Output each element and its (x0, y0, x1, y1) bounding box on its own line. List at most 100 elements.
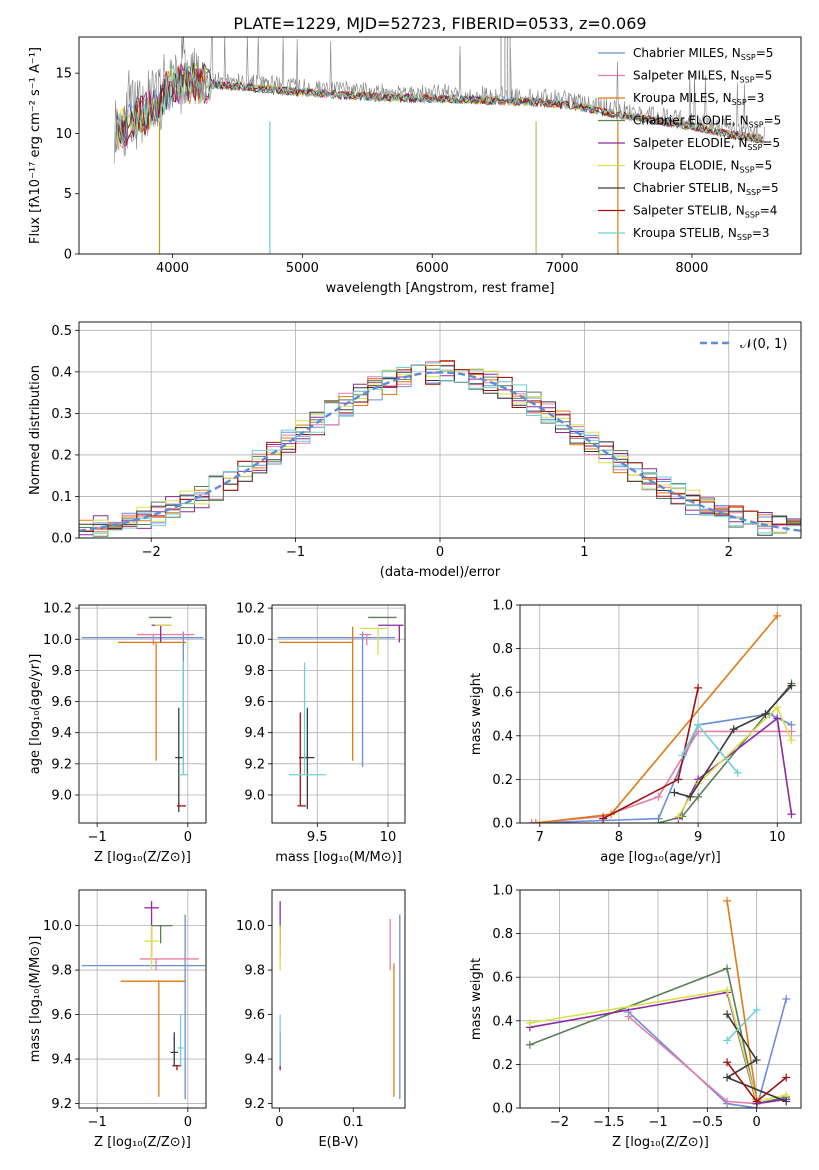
y-tick-label: 0.8 (492, 642, 513, 657)
weight-marker-chabrier-stelib (686, 792, 695, 801)
weight-marker-chabrier-elodie (525, 1040, 534, 1049)
weight-marker-chabrier-stelib (670, 788, 679, 797)
y-tick-label: 0.2 (492, 773, 513, 788)
weight-marker-kroupa-miles (531, 819, 540, 823)
weight-marker-salpeter-miles (787, 727, 796, 736)
y-tick-label: 10.2 (43, 602, 72, 617)
errorbar-salpeter-elodie (378, 624, 404, 643)
x-axis-label: age [log₁₀(age/yr)] (600, 850, 721, 865)
y-tick-label: 0.5 (51, 324, 72, 339)
legend-label-chabrier-stelib: Chabrier STELIB, NSSP=5 (633, 181, 779, 197)
y-tick-label: 9.0 (51, 788, 72, 803)
x-tick-label: 0 (752, 1115, 760, 1130)
y-tick-label: 10 (55, 127, 72, 142)
spectrum-data-line (113, 37, 765, 164)
weight-line-chabrier-miles (627, 998, 787, 1108)
y-tick-label: 9.6 (51, 695, 72, 710)
y-tick-label: 9.6 (244, 695, 265, 710)
weight-marker-salpeter-stelib (599, 814, 608, 823)
errorbar-salpeter-stelib (172, 1065, 182, 1071)
weight-marker-kroupa-stelib (752, 1005, 761, 1014)
weight-marker-salpeter-stelib (723, 1058, 732, 1067)
errorbar-chabrier-stelib (170, 1032, 178, 1066)
x-axis-label: wavelength [Angstrom, rest frame] (326, 281, 555, 296)
legend-label-chabrier-miles: Chabrier MILES, NSSP=5 (633, 46, 773, 62)
errorbar-chabrier-miles (81, 631, 204, 766)
x-tick-label: −2 (142, 545, 161, 560)
weight-marker-salpeter-miles (654, 792, 663, 801)
x-tick-label: −1 (88, 1115, 107, 1130)
figure-title: PLATE=1229, MJD=52723, FIBERID=0533, z=0… (233, 14, 646, 33)
spectrum-model-kroupa-stelib (114, 62, 763, 153)
weight-marker-salpeter-miles (624, 1012, 633, 1021)
y-tick-label: 0.0 (51, 532, 72, 547)
weight-marker-kroupa-miles (723, 896, 732, 905)
y-axis-label: mass weight (469, 958, 484, 1040)
y-axis-label: age [log₁₀(age/yr)] (28, 654, 43, 775)
y-tick-label: 1.0 (492, 884, 513, 899)
legend-label-salpeter-miles: Salpeter MILES, NSSP=5 (633, 69, 772, 85)
x-tick-label: −1 (648, 1115, 667, 1130)
x-tick-label: 0.1 (343, 1115, 364, 1130)
x-tick-label: 6000 (416, 261, 449, 276)
axes-frame (78, 36, 802, 255)
plot-area-age-vs-mass (277, 616, 404, 809)
weight-line-kroupa-elodie (529, 989, 787, 1103)
errorbar-salpeter-elodie (151, 624, 172, 643)
y-tick-label: 0.4 (51, 365, 72, 380)
x-tick-label: −1.5 (593, 1115, 625, 1130)
x-tick-label: 0 (184, 830, 192, 845)
panel-mass-vs-z: −1 0 9.2 9.4 9.6 9.8 10.0 Z [log₁₀(Z/Z⊙)] mass [… (28, 889, 207, 1150)
y-axis-label: mass weight (469, 673, 484, 755)
weight-marker-salpeter-elodie (787, 810, 796, 819)
x-axis-label: E(B-V) (318, 1135, 358, 1150)
y-tick-label: 0.0 (492, 1102, 513, 1117)
y-axis-label: Normed distribution (28, 365, 43, 495)
x-axis-label: Z [log₁₀(Z/Z⊙)] (612, 1135, 709, 1150)
y-tick-label: 9.2 (51, 757, 72, 772)
x-tick-label: 8000 (675, 261, 708, 276)
weight-marker-kroupa-elodie (674, 812, 683, 821)
weight-marker-kroupa-stelib (733, 768, 742, 777)
y-tick-label: 9.2 (244, 1097, 265, 1112)
x-tick-label: 1 (580, 545, 588, 560)
axes-frame (271, 604, 406, 824)
axes-frame (271, 889, 406, 1109)
y-tick-label: 5 (64, 187, 72, 202)
y-tick-label: 9.8 (51, 964, 72, 979)
plot-area-weight-vs-age (527, 611, 796, 823)
y-tick-label: 10.2 (236, 602, 265, 617)
weight-marker-chabrier-elodie (654, 819, 663, 823)
weight-marker-kroupa-stelib (723, 1036, 732, 1045)
y-tick-label: 10.0 (236, 919, 265, 934)
errorbar-chabrier-miles (81, 914, 206, 1100)
grid-age-vs-mass (272, 605, 405, 823)
grid-mass-vs-z (79, 890, 206, 1108)
weight-marker-kroupa-elodie (525, 1018, 534, 1027)
panel-weight-vs-z: −2 −1.5 −1 −0.5 0 0.0 0.2 0.4 0.6 0.8 1.0 Z [log₁₀(… (469, 884, 802, 1150)
y-tick-label: 10.0 (43, 633, 72, 648)
weight-line-chabrier-stelib (725, 1013, 787, 1103)
x-axis-label: mass [log₁₀(M/M⊙)] (275, 850, 402, 865)
y-tick-label: 9.4 (51, 726, 72, 741)
axes-frame (519, 889, 802, 1109)
legend-label-salpeter-stelib: Salpeter STELIB, NSSP=4 (633, 204, 777, 220)
weight-line-kroupa-stelib (726, 1009, 758, 1041)
errorbar-kroupa-elodie (144, 925, 159, 971)
panel-age-vs-z: −1 0 9.0 9.2 9.4 9.6 9.8 10.0 10.2 Z [log₁₀(Z/Z⊙)… (28, 602, 207, 865)
y-tick-label: 9.8 (244, 964, 265, 979)
weight-line-kroupa-elodie (677, 706, 793, 817)
weight-marker-chabrier-elodie (694, 792, 703, 801)
y-tick-label: 9.2 (244, 757, 265, 772)
axes-frame (519, 604, 802, 824)
x-axis-label: (data-model)/error (380, 565, 501, 580)
plot-area-mass-vs-ebv (279, 901, 401, 1100)
errorbar-kroupa-miles (120, 980, 187, 1097)
x-tick-label: 4000 (156, 261, 189, 276)
y-tick-label: 9.2 (51, 1097, 72, 1112)
errorbar-salpeter-miles (137, 633, 195, 646)
axes-frame (78, 604, 207, 824)
gaussian-curve (79, 371, 801, 532)
x-tick-label: 9 (694, 830, 702, 845)
weight-marker-chabrier-stelib (761, 710, 770, 718)
